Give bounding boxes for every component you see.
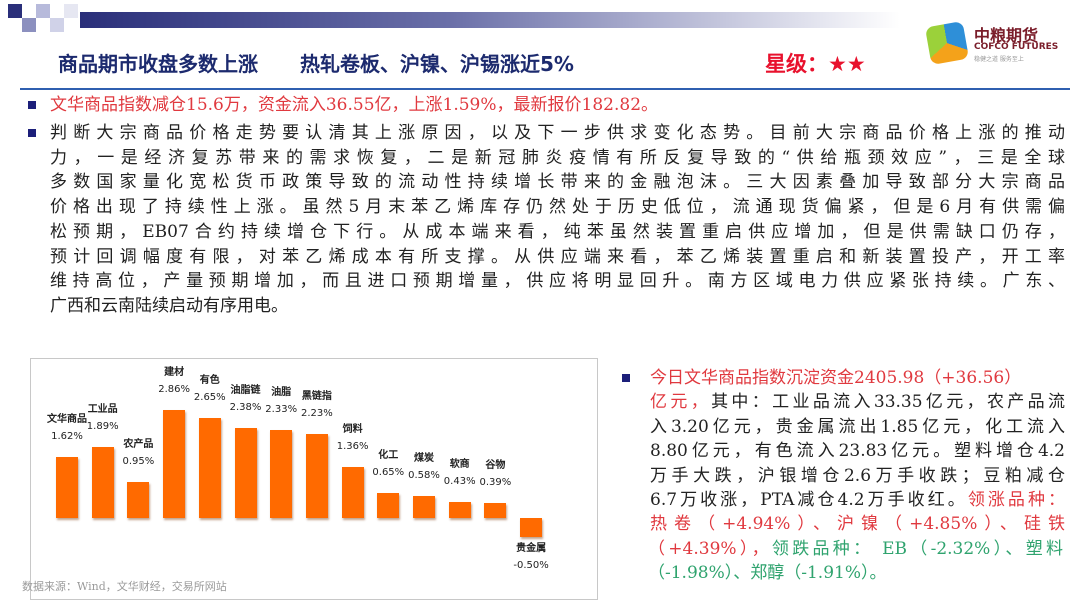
fund-flow-line: 入3.20亿元，贵金属流出1.85亿元，化工流入 [650, 415, 1065, 439]
logo-en: COFCO FUTURES [974, 42, 1059, 52]
bar-category-label: 谷物 [485, 460, 506, 472]
fund-flow-segment: 热卷（+4.94%）、沪镍（+4.85%）、硅铁 [650, 514, 1065, 535]
cube-logo-icon [924, 20, 970, 66]
bar-value-label: 0.43% [443, 475, 476, 487]
bar-value-label: 0.95% [122, 456, 155, 468]
rating: 星级：★★ [765, 48, 866, 78]
fund-flow-segment: 今日文华商品指数沉淀资金2405.98（+36.56） [650, 368, 1022, 388]
bar-category-label: 黑链指 [301, 390, 332, 402]
rating-label: 星级： [765, 52, 828, 76]
bar-value-label: 0.39% [479, 477, 512, 489]
fund-flow-line: 热卷（+4.94%）、沪镍（+4.85%）、硅铁 [650, 512, 1065, 536]
cofco-logo: 中粮期货 COFCO FUTURES 稳健之道 服务至上 [924, 20, 1074, 70]
analysis-line: 广西和云南陆续启动有序用电。 [50, 295, 288, 316]
bar-value-label: 2.33% [265, 403, 298, 415]
fund-flow-segment: 万手大跌，沪银增仓2.6万手收跌；豆粕减仓 [650, 465, 1065, 486]
header-decor-bar [80, 12, 900, 28]
bar-谷物 [484, 503, 507, 518]
analysis-line: 价格出现了持续性上涨。虽然5月末苯乙烯库存仍然处于历史低位，流通现货偏紧，但是6… [50, 197, 1065, 218]
bar-category-label: 软商 [449, 458, 470, 470]
bar-饲料 [341, 466, 364, 518]
analysis-line: 力，一是经济复苏带来的需求恢复，二是新冠肺炎疫情有所反复导致的“供给瓶颈效应”，… [50, 147, 1065, 168]
data-source: 数据来源：Wind，文华财经，交易所网站 [22, 580, 227, 593]
bar-category-label: 贵金属 [516, 542, 547, 554]
bar-category-label: 有色 [199, 374, 220, 386]
fund-flow-segment: 8.80亿元，有色流入23.83亿元。塑料增仓4.2 [650, 441, 1065, 462]
bar-category-label: 农产品 [123, 439, 154, 451]
bar-油脂 [270, 429, 293, 518]
bar-value-label: 0.58% [408, 470, 440, 482]
title-main: 商品期市收盘多数上涨 [58, 52, 258, 76]
bullet-icon [622, 374, 630, 382]
bar-文华商品 [56, 456, 78, 518]
page-title: 商品期市收盘多数上涨 热轧卷板、沪镍、沪锡涨近5% [58, 48, 574, 77]
bar-有色 [198, 417, 221, 518]
fund-flow-line: 亿元，其中：工业品流入33.35亿元，农产品流 [650, 390, 1065, 414]
bar-value-label: 2.38% [229, 402, 262, 414]
analysis-line: 维持高位，产量预期增加，而且进口预期增量，供应将明显回升。南方区域电力供应紧张持… [50, 271, 1065, 292]
bar-value-label: 2.65% [193, 391, 226, 403]
fund-flow-segment: （+4.39%）， [648, 538, 772, 559]
fund-flow-line: 今日文华商品指数沉淀资金2405.98（+36.56） [650, 366, 1065, 390]
bullet-icon [28, 101, 36, 109]
bar-category-label: 工业品 [87, 403, 118, 415]
bar-value-label: 1.36% [336, 440, 369, 452]
bar-category-label: 饲料 [342, 423, 363, 435]
fund-flow-line: （-1.98%）、郑醇（-1.91%）。 [648, 561, 1063, 585]
analysis-line: 预计回调幅度有限，对苯乙烯成本有所支撑。从供应端来看，苯乙烯装置重启和新装置投产… [50, 246, 1065, 267]
fund-flow-segment: 6.7万收涨，PTA减仓4.2万手收红。 [650, 490, 968, 510]
bar-category-label: 文华商品 [47, 413, 87, 425]
bar-贵金属 [520, 518, 543, 537]
bar-value-label: 1.89% [86, 420, 119, 432]
logo-cn: 中粮期货 [974, 26, 1039, 45]
fund-flow-line: （+4.39%），领跌品种： EB（-2.32%）、塑料 [648, 537, 1063, 561]
bar-category-label: 建材 [164, 366, 185, 378]
fund-flow-line: 万手大跌，沪银增仓2.6万手收跌；豆粕减仓 [650, 464, 1065, 488]
analysis-line: 松预期，EB07合约持续增仓下行。从成本端来看，纯苯虽然装置重启供应增加，但是供… [50, 221, 1065, 242]
bar-category-label: 化工 [378, 450, 399, 462]
logo-slogan: 稳健之道 服务至上 [974, 56, 1024, 63]
fund-flow-line: 6.7万收涨，PTA减仓4.2万手收红。领涨品种： [650, 488, 1065, 512]
bar-value-label: 2.86% [158, 383, 190, 395]
bar-value-label: 1.62% [51, 430, 83, 442]
analysis-line: 多数国家量化宽松货币政策导致的流动性持续增长带来的金融泡沫。三大因素叠加导致部分… [50, 172, 1065, 193]
summary-text: 文华商品指数减仓15.6万，资金流入36.55亿，上涨1.59%，最新报价182… [50, 95, 659, 115]
bar-工业品 [91, 446, 114, 518]
fund-flow-segment: （-1.98%）、郑醇（-1.91%）。 [648, 563, 887, 584]
star-icon: ★★ [828, 52, 866, 76]
fund-flow-segment: 亿元， [650, 392, 712, 413]
fund-flow-segment: 入3.20亿元，贵金属流出1.85亿元，化工流入 [650, 416, 1065, 437]
bullet-icon [28, 129, 36, 137]
fund-flow-segment: 领涨品种： [967, 490, 1066, 510]
bar-软商 [448, 501, 471, 518]
bar-煤炭 [413, 496, 435, 518]
title-sub: 热轧卷板、沪镍、沪锡涨近5% [300, 52, 574, 76]
bar-油脂链 [234, 428, 257, 518]
bar-value-label: 0.65% [372, 467, 405, 479]
bar-建材 [163, 409, 186, 518]
bar-化工 [377, 493, 400, 518]
analysis-line: 判断大宗商品价格走势要认清其上涨原因，以及下一步供求变化态势。目前大宗商品价格上… [50, 123, 1065, 143]
bar-category-label: 油脂链 [230, 385, 261, 397]
bar-value-label: 2.23% [301, 407, 333, 419]
bar-category-label: 煤炭 [414, 453, 434, 465]
bar-category-label: 油脂 [271, 386, 292, 398]
bar-农产品 [127, 482, 150, 518]
title-divider [20, 88, 1070, 90]
fund-flow-line: 8.80亿元，有色流入23.83亿元。塑料增仓4.2 [650, 439, 1065, 463]
bar-value-label: -0.50% [513, 559, 549, 571]
fund-flow-segment: 领跌品种： EB（-2.32%）、塑料 [771, 538, 1063, 559]
bar-黑链指 [305, 433, 328, 518]
fund-flow-segment: 其中：工业品流入33.35亿元，农产品流 [711, 392, 1066, 413]
